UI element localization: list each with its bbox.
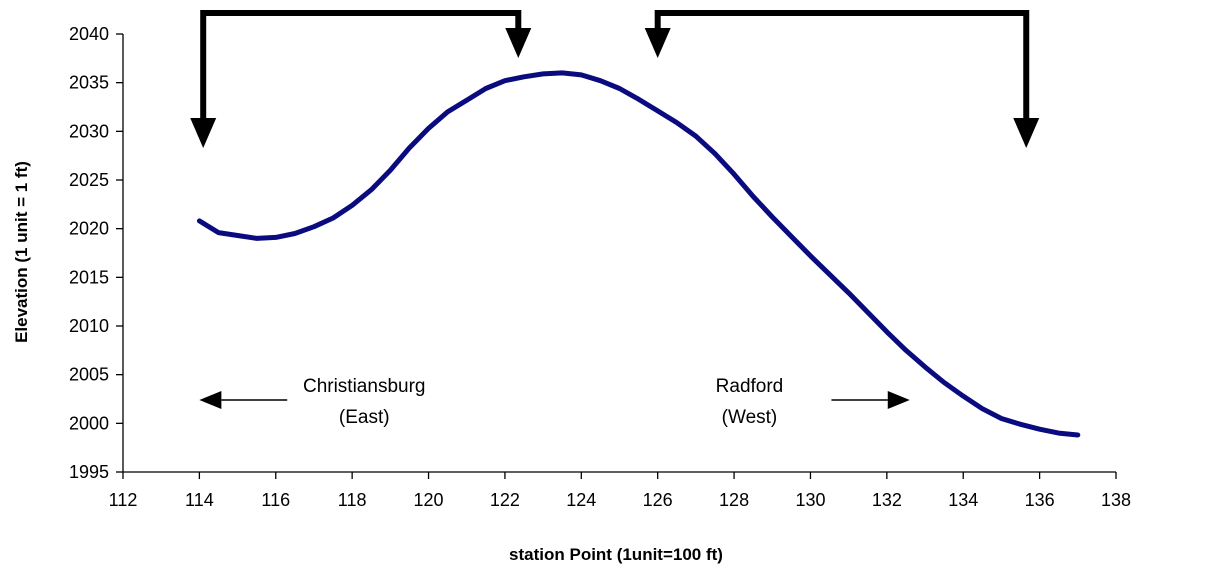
annotation-layer: Christiansburg (East) Radford (West) [190,10,1040,428]
x-tick-label: 126 [643,490,673,510]
y-axis-title: Elevation (1 unit = 1 ft) [12,161,31,343]
x-tick-label: 134 [948,490,978,510]
bracket-arrow-0 [200,10,522,120]
bracket-arrowhead-long-1 [1013,118,1040,148]
y-tick-label: 2035 [69,73,109,93]
y-tick-label: 2005 [69,365,109,385]
direction-arrowhead-1 [887,390,910,409]
direction-label-1-0: Radford [716,376,784,397]
x-tick-label: 128 [719,490,749,510]
x-tick-label: 112 [109,490,138,510]
y-tick-label: 2010 [69,316,109,336]
x-tick-label: 124 [566,490,596,510]
x-tick-label: 132 [872,490,902,510]
ticks-layer: 1995 2000 2005 2010 2015 2020 2025 2030 2035 2040… [69,24,1131,510]
bracket-arrowhead-short-1 [644,28,671,58]
y-tick-label: 2030 [69,121,109,141]
x-tick-label: 138 [1101,490,1131,510]
x-tick-label: 136 [1025,490,1055,510]
y-tick-label: 1995 [69,462,109,482]
direction-label-1-1: (West) [722,407,778,428]
x-tick-label: 114 [185,490,214,510]
bracket-arrow-1 [654,10,1030,120]
bracket-arrowhead-short-0 [505,28,532,58]
x-tick-label: 120 [414,490,444,510]
y-tick-label: 2040 [69,24,109,44]
x-tick-label: 130 [795,490,825,510]
direction-label-0-0: Christiansburg [303,376,426,397]
y-tick-label: 2025 [69,170,109,190]
y-tick-label: 2020 [69,219,109,239]
x-axis-title: station Point (1unit=100 ft) [509,545,723,564]
series-line-0 [196,70,1081,438]
x-tick-label: 118 [338,490,367,510]
direction-arrowhead-0 [199,390,222,409]
axes-layer [122,34,1116,473]
direction-label-0-1: (East) [339,407,390,428]
x-tick-label: 122 [490,490,520,510]
y-tick-label: 2000 [69,413,109,433]
series-layer [196,70,1081,438]
x-tick-label: 116 [261,490,290,510]
bracket-arrowhead-long-0 [190,118,217,148]
y-tick-label: 2015 [69,267,109,287]
